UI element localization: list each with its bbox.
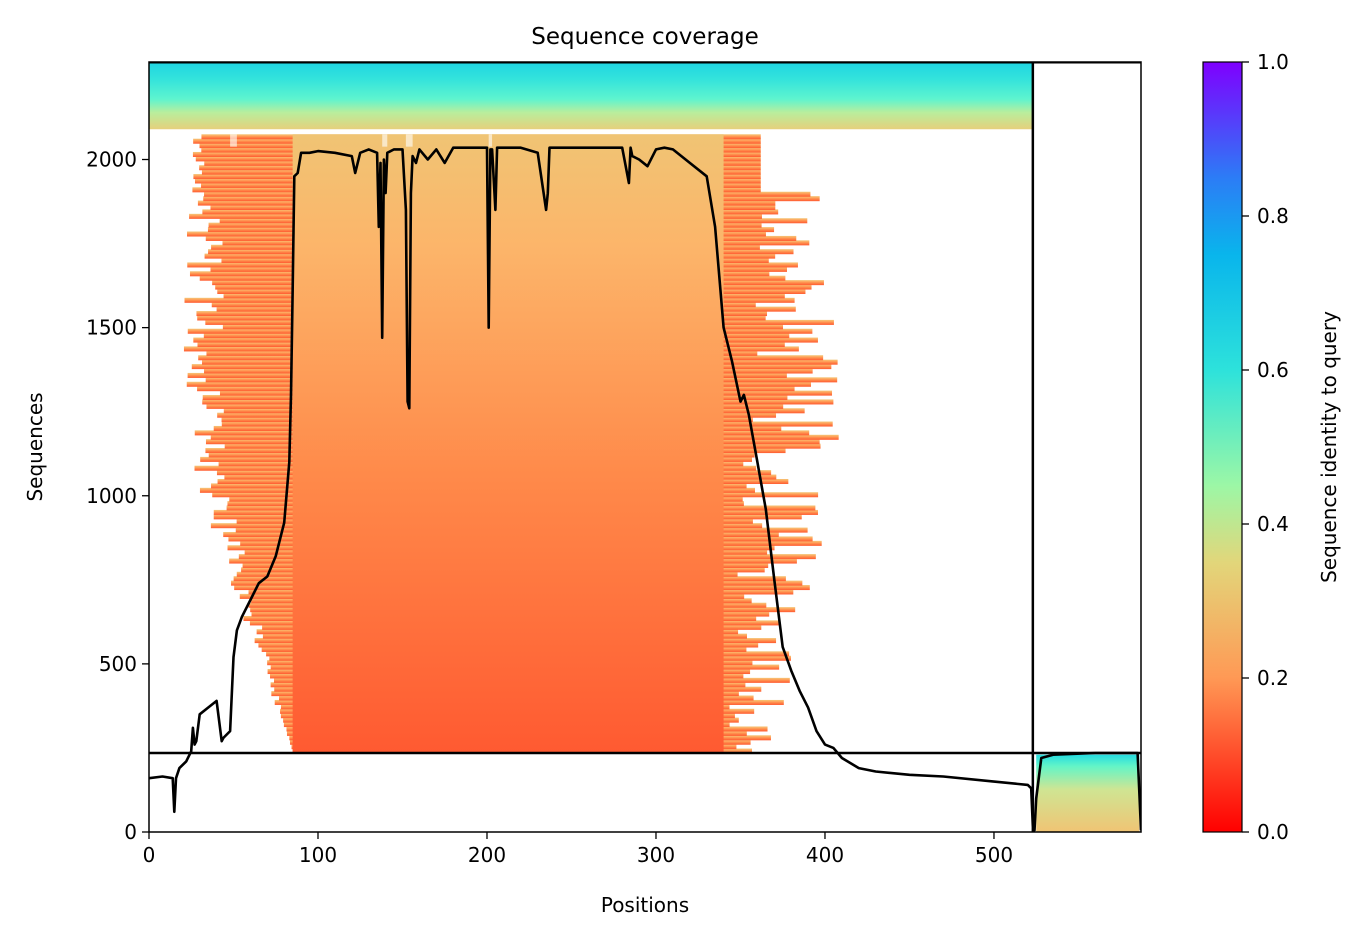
y-axis: 0 500 1000 1500 2000 <box>86 148 149 844</box>
x-tick-label: 200 <box>468 843 506 867</box>
y-tick-label: 0 <box>124 820 137 844</box>
y-axis-label: Sequences <box>23 392 47 501</box>
msa-gap <box>230 134 237 147</box>
colorbar-ticks: 0.0 0.2 0.4 0.6 0.8 1.0 <box>1242 50 1289 844</box>
coverage-line <box>149 146 1141 832</box>
y-tick-label: 1000 <box>86 484 137 508</box>
colorbar-tick-label: 0.0 <box>1257 820 1289 844</box>
msa-gap <box>488 134 493 147</box>
y-tick-label: 500 <box>99 652 137 676</box>
colorbar-tick-label: 0.4 <box>1257 512 1289 536</box>
plot-frame <box>148 61 1142 833</box>
msa-core <box>292 134 724 753</box>
x-axis: 0 100 200 300 400 500 <box>143 832 1013 867</box>
colorbar-tick-label: 0.2 <box>1257 666 1289 690</box>
x-tick-label: 500 <box>975 843 1013 867</box>
colorbar-tick-label: 0.8 <box>1257 204 1289 228</box>
x-axis-label: Positions <box>601 893 689 917</box>
x-tick-label: 100 <box>299 843 337 867</box>
colorbar-tick-label: 1.0 <box>1257 50 1289 74</box>
coverage-line-group <box>149 146 1141 832</box>
msa-top-band <box>149 62 1033 130</box>
colorbar-label: Sequence identity to query <box>1317 311 1341 583</box>
msa-right-block <box>1036 754 1140 832</box>
msa-gap <box>405 134 413 147</box>
x-tick-label: 300 <box>637 843 675 867</box>
msa-gap <box>382 134 388 147</box>
y-tick-label: 1500 <box>86 316 137 340</box>
colorbar <box>1202 61 1243 833</box>
x-tick-label: 0 <box>143 843 156 867</box>
colorbar-tick-label: 0.6 <box>1257 358 1289 382</box>
chart-title: Sequence coverage <box>531 24 759 50</box>
msa-heatmap <box>149 62 1141 832</box>
x-tick-label: 400 <box>806 843 844 867</box>
y-tick-label: 2000 <box>86 148 137 172</box>
